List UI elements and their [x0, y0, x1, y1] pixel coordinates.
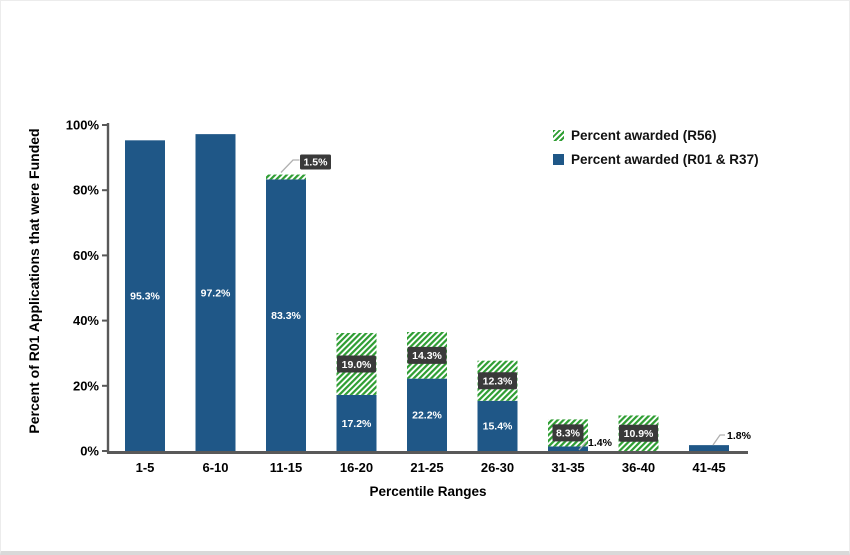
- x-category-label: 41-45: [692, 460, 725, 475]
- x-category-label: 26-30: [481, 460, 514, 475]
- bar-value-label-r01-11-15: 83.3%: [271, 310, 301, 322]
- x-category-label: 36-40: [622, 460, 655, 475]
- bar-value-label-r56-36-40: 10.9%: [624, 428, 654, 440]
- chart-figure: 0% 20% 40% 60% 80% 100% 1-5 6-10 11-15 16-20 21-25…: [0, 0, 850, 555]
- callout-label-r01-41-45: 1.8%: [727, 430, 752, 442]
- y-axis-title: Percent of R01 Applications that were Fu…: [26, 128, 42, 433]
- y-tick-label: 60%: [73, 248, 99, 263]
- x-category-label: 6-10: [202, 460, 228, 475]
- callout-label-r01-31-35: 1.4%: [588, 437, 613, 449]
- y-tick-label: 40%: [73, 313, 99, 328]
- legend-item-r56: Percent awarded (R56): [553, 125, 759, 145]
- legend-item-r01: Percent awarded (R01 & R37): [553, 149, 759, 169]
- chart-canvas: 0% 20% 40% 60% 80% 100% 1-5 6-10 11-15 16-20 21-25…: [1, 1, 850, 555]
- r56-hatch-swatch-icon: [553, 130, 564, 141]
- x-category-label: 1-5: [136, 460, 155, 475]
- legend-label-r01: Percent awarded (R01 & R37): [571, 152, 759, 167]
- x-category-label: 21-25: [410, 460, 443, 475]
- y-tick-label: 20%: [73, 378, 99, 393]
- bar-value-label-r56-21-25: 14.3%: [412, 350, 442, 362]
- bar-value-label-r56-26-30: 12.3%: [483, 376, 513, 388]
- callout-leader-r56-11-15: [281, 160, 300, 173]
- bar-value-label-r01-21-25: 22.2%: [412, 410, 442, 422]
- bar-value-label-r01-1-5: 95.3%: [130, 290, 160, 302]
- x-category-label: 16-20: [340, 460, 373, 475]
- bar-r01-41-45: [689, 445, 729, 451]
- bar-value-label-r56-16-20: 19.0%: [342, 359, 372, 371]
- bar-value-label-r01-26-30: 15.4%: [483, 421, 513, 433]
- bar-value-label-r01-16-20: 17.2%: [342, 418, 372, 430]
- legend-label-r56: Percent awarded (R56): [571, 128, 717, 143]
- callout-leader-r01-41-45: [713, 435, 725, 445]
- x-category-label: 31-35: [551, 460, 584, 475]
- bar-r56-11-15: [266, 175, 306, 180]
- y-tick-label: 80%: [73, 183, 99, 198]
- y-tick-label: 100%: [66, 118, 100, 133]
- y-tick-label: 0%: [80, 444, 99, 459]
- r01-solid-swatch-icon: [553, 154, 564, 165]
- chart-legend: Percent awarded (R56) Percent awarded (R…: [553, 125, 759, 169]
- x-axis-title: Percentile Ranges: [369, 484, 486, 499]
- bar-value-label-r01-6-10: 97.2%: [201, 287, 231, 299]
- bar-value-label-r56-31-35: 8.3%: [556, 428, 581, 440]
- x-category-label: 11-15: [270, 460, 303, 475]
- callout-label-r56-11-15: 1.5%: [304, 156, 329, 168]
